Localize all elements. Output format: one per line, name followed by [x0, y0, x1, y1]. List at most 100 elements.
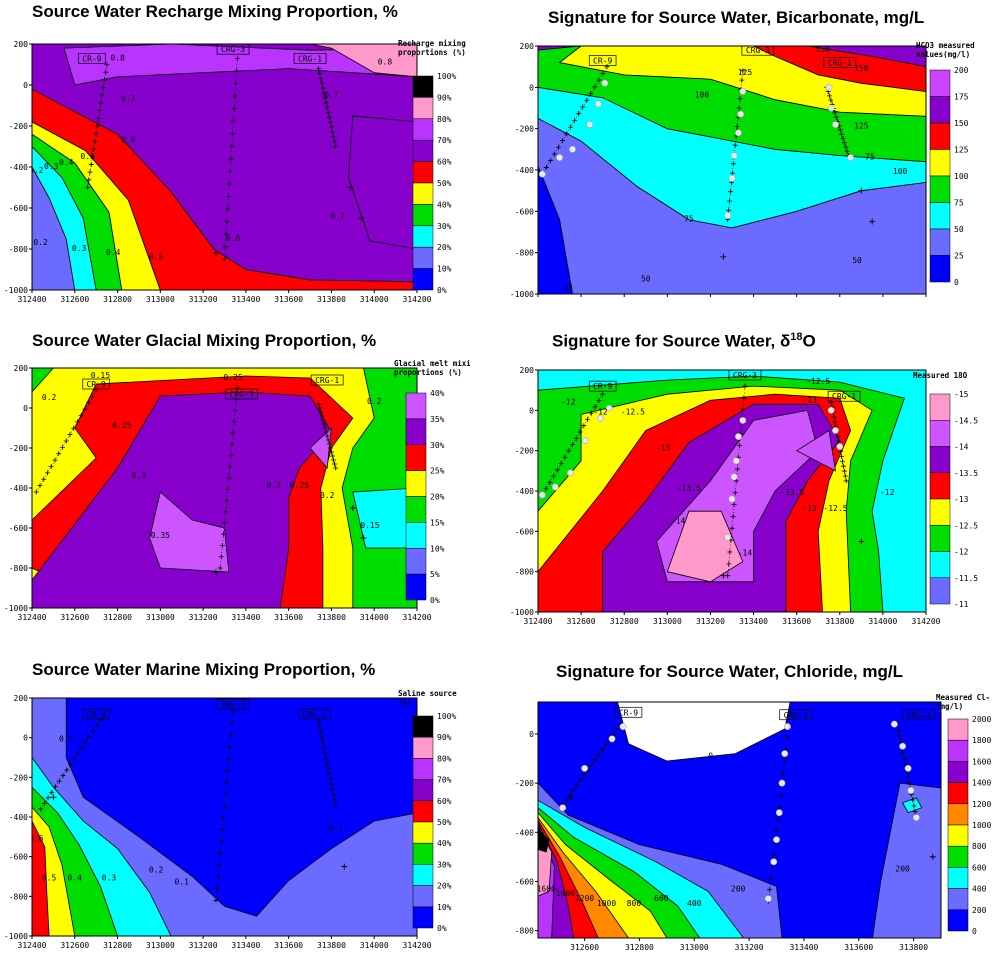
- y-tick-label-0: 0: [529, 730, 534, 739]
- contour-label-14: 0.6: [226, 234, 241, 243]
- contour-label-6: 0.1: [174, 877, 189, 886]
- colorbar-tick-label-1: 1800: [972, 736, 991, 745]
- well-sample-plus-1-1: [767, 886, 773, 892]
- colorbar-tick-label-2: 80%: [437, 754, 452, 763]
- y-tick-label-3: -400: [515, 487, 534, 496]
- colorbar-tick-label-4: 20%: [430, 493, 445, 502]
- well-label-box-1: [225, 388, 258, 400]
- colorbar-tick-label-6: 50: [954, 225, 964, 234]
- contour-label-5: -13: [656, 444, 671, 453]
- well-sample-plus-1-2: [727, 198, 733, 204]
- well-sample-plus-1-15: [741, 395, 747, 401]
- well-sample-plus-1-6: [730, 161, 736, 167]
- well-sample-plus-1-0: [222, 256, 227, 262]
- colorbar-band-4: [947, 803, 969, 826]
- colorbar-tick-label-10: 0%: [437, 286, 447, 295]
- colorbar-tick-label-6: 40%: [437, 839, 452, 848]
- well-sample-plus-0-5: [558, 461, 564, 467]
- well-sample-plus-2-4: [320, 417, 326, 423]
- well-sample-plus-2-2: [318, 729, 324, 735]
- well-sample-plus-0-10: [75, 750, 81, 756]
- colorbar-band-5: [412, 182, 434, 205]
- colorbar-band-6: [947, 845, 969, 868]
- colorbar-tick-label-7: 5%: [430, 570, 440, 579]
- well-sample-plus-0-12: [588, 91, 594, 97]
- well-label-2: CRG-1: [828, 59, 852, 68]
- colorbar-tick-label-5: 1000: [972, 821, 991, 830]
- colorbar-title-0: Measured 18O: [913, 371, 968, 380]
- well-sample-plus-2-11: [839, 131, 845, 137]
- well-sample-plus-0-5: [578, 777, 584, 783]
- well-sample-plus-1-13: [231, 419, 237, 425]
- sample-point-8: [730, 473, 738, 481]
- colorbar-tick-label-5: 15%: [430, 518, 445, 527]
- x-tick-label-5: 313400: [739, 299, 768, 300]
- sample-plus-0: [347, 184, 354, 191]
- colorbar-band-7: [405, 573, 427, 601]
- colorbar-tick-label-1: 35%: [430, 415, 445, 424]
- well-label-2: CRG-1: [298, 54, 322, 63]
- well-label-0: CR-9: [87, 380, 106, 389]
- y-tick-label-4: -800: [515, 927, 534, 936]
- well-sample-plus-2-10: [837, 127, 843, 133]
- sample-point-5: [605, 404, 613, 412]
- well-sample-plus-2-3: [831, 414, 837, 420]
- x-tick-label-2: 312800: [103, 941, 132, 950]
- contour-label-5: 0.6: [121, 135, 136, 144]
- colorbar-band-1: [929, 420, 951, 447]
- sample-point-7: [728, 495, 736, 503]
- contour-band-8: [348, 115, 417, 250]
- well-sample-plus-2-13: [330, 786, 336, 792]
- well-sample-plus-1-8: [732, 142, 738, 148]
- well-sample-plus-2-13: [910, 797, 916, 803]
- contour-band-2: [872, 782, 941, 938]
- chart-recharge: 0.8 0.80.7 0.70.70.60.50.40.30.20.20.3 0.4 0…: [4, 39, 466, 304]
- well-sample-plus-0-14: [592, 404, 598, 410]
- well-sample-plus-1-4: [217, 850, 223, 856]
- well-label-1: CRG-3: [221, 45, 245, 54]
- well-sample-plus-0-4: [554, 467, 560, 473]
- contour-label-0: 0.1: [59, 735, 74, 744]
- y-tick-label-5: -800: [9, 564, 28, 573]
- well-sample-plus-1-13: [227, 744, 233, 750]
- contour-label-4: 0.7: [331, 211, 346, 220]
- well-sample-plus-0-3: [49, 789, 55, 795]
- chart-glacial: 0.150.20.250.250.20.30.350.3 0.250.20.15C…: [4, 360, 470, 622]
- well-sample-plus-1-0: [213, 897, 219, 903]
- well-sample-plus-2-14: [911, 803, 917, 809]
- x-tick-label-4: 313200: [189, 941, 218, 950]
- well-sample-plus-1-16: [234, 385, 240, 391]
- well-sample-plus-0-3: [570, 787, 576, 793]
- x-tick-label-1: 312600: [60, 613, 89, 622]
- well-label-box-0: [588, 380, 617, 392]
- contour-band-5: [32, 820, 50, 936]
- colorbar-title-0: Glacial melt mixing: [394, 360, 470, 368]
- well-sample-plus-1-9: [229, 143, 235, 149]
- contour-label-2: 1400: [556, 889, 575, 898]
- well-label-2: CRG-1: [907, 711, 931, 720]
- colorbar-band-1: [412, 97, 434, 120]
- colorbar-tick-label-8: -11: [954, 600, 969, 609]
- well-sample-plus-1-2: [223, 231, 229, 237]
- well-sample-plus-0-16: [93, 387, 99, 393]
- sample-point-9: [735, 129, 742, 137]
- y-tick-label-3: -400: [9, 484, 28, 493]
- x-tick-label-5: 313400: [231, 941, 260, 950]
- well-sample-plus-2-7: [323, 755, 329, 761]
- contour-label-7: 0.3: [266, 481, 281, 490]
- sample-point-1: [581, 764, 589, 772]
- contour-label-4: 100: [695, 91, 710, 100]
- contour-label-5: 0.2: [149, 866, 164, 875]
- contour-label-0: 150: [815, 45, 830, 54]
- contour-label-1: -12: [593, 407, 608, 416]
- colorbar-band-2: [929, 122, 951, 150]
- well-sample-plus-0-10: [577, 429, 583, 435]
- sample-point-5: [601, 79, 609, 87]
- y-tick-label-6: -1000: [4, 932, 28, 941]
- colorbar-band-7: [947, 867, 969, 889]
- well-label-2: CRG-1: [832, 392, 856, 401]
- well-sample-plus-0-15: [596, 398, 602, 404]
- colorbar-band-3: [929, 472, 951, 500]
- well-sample-plus-0-14: [86, 400, 92, 406]
- contour-label-1: 1600: [537, 884, 556, 893]
